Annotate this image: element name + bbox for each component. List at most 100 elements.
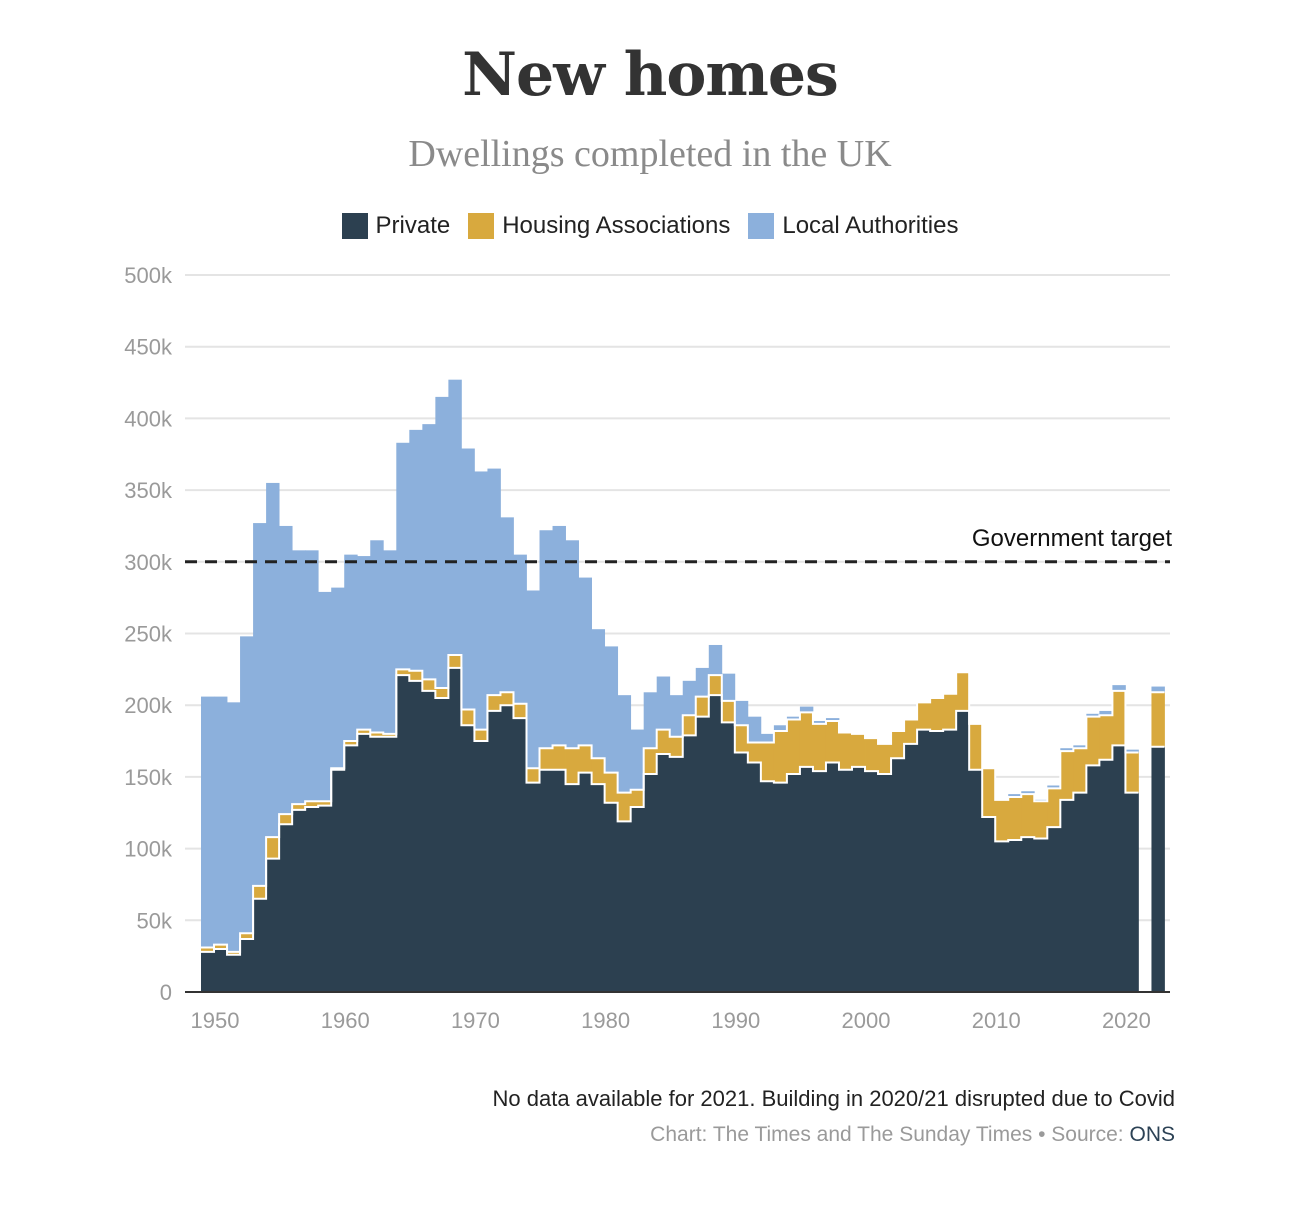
bar-segment-private [669, 756, 684, 992]
bar-segment-private [812, 771, 827, 992]
bar-segment-local-authorities [695, 667, 710, 697]
y-tick-label: 350k [124, 478, 173, 503]
x-tick-label: 1970 [451, 1008, 500, 1033]
bar-segment-private [1034, 838, 1048, 992]
bar-segment-private [643, 774, 658, 992]
y-tick-label: 100k [124, 837, 173, 862]
bar-segment-local-authorities [1099, 710, 1113, 716]
bar-segment-local-authorities [448, 379, 462, 656]
bar-segment-housing-associations [396, 669, 410, 676]
legend-label-housing-associations: Housing Associations [502, 212, 731, 239]
bar-segment-local-authorities [604, 646, 619, 773]
chart-credit: Chart: The Times and The Sunday Times • … [650, 1123, 1175, 1147]
bar-segment-local-authorities [656, 676, 671, 730]
bar-segment-housing-associations [656, 729, 671, 754]
bar-segment-private [865, 771, 879, 992]
bar-segment-housing-associations [891, 731, 905, 759]
legend-swatch-local-authorities [748, 213, 775, 239]
bar-segment-private [878, 774, 892, 992]
bar-segment-local-authorities [279, 525, 293, 815]
y-tick-label: 300k [124, 550, 173, 575]
bar-segment-local-authorities [630, 729, 645, 790]
bar-segment-private [734, 752, 749, 992]
bar-segment-housing-associations [370, 732, 384, 737]
bar-segment-private [825, 762, 840, 992]
bar-segment-private [773, 782, 788, 992]
bar-segment-private [995, 841, 1009, 992]
bar-segment-housing-associations [643, 748, 658, 775]
legend-item-local-authorities: Local Authorities [748, 212, 958, 240]
bar-segment-local-authorities [799, 706, 814, 713]
bar-segment-housing-associations [995, 799, 1009, 842]
bar-segment-private [943, 729, 957, 992]
bar-segment-housing-associations [201, 947, 215, 952]
bar-segment-housing-associations [760, 742, 775, 782]
source-link[interactable]: ONS [1129, 1123, 1175, 1146]
bar-segment-housing-associations [1060, 751, 1074, 800]
bar-segment-local-authorities [1021, 791, 1035, 795]
bar-segment-private [253, 898, 267, 992]
bar-segment-local-authorities [552, 525, 566, 746]
bar-segment-local-authorities [1008, 794, 1022, 797]
bar-segment-local-authorities [669, 695, 684, 737]
y-tick-label: 500k [124, 263, 173, 288]
bar-segment-local-authorities [357, 556, 371, 730]
x-tick-label: 1990 [711, 1008, 760, 1033]
bar-segment-private [461, 725, 475, 992]
bar-segment-private [617, 821, 632, 992]
bar-segment-housing-associations [1073, 748, 1087, 793]
bar-segment-local-authorities [370, 540, 384, 733]
bar-segment-housing-associations [838, 732, 853, 770]
bar-segment-private [227, 954, 241, 992]
bar-segment-private [396, 675, 410, 992]
bar-segment-housing-associations [734, 725, 749, 753]
bar-segment-housing-associations [682, 715, 697, 736]
bar-segment-housing-associations [1008, 796, 1022, 840]
legend-item-private: Private [341, 212, 451, 240]
bar-segment-private [721, 722, 736, 992]
bar-segment-housing-associations [500, 692, 514, 706]
bar-segment-local-authorities [227, 702, 241, 952]
chart-legend: Private Housing Associations Local Autho… [0, 212, 1300, 240]
bar-segment-private [448, 667, 462, 992]
bar-segment-local-authorities [721, 673, 736, 701]
bar-segment-local-authorities [825, 718, 840, 721]
bar-segment-housing-associations [695, 696, 710, 717]
bar-segment-private [565, 784, 579, 992]
bar-segment-housing-associations [825, 720, 840, 763]
legend-swatch-private [341, 213, 368, 239]
bar-segment-housing-associations [578, 745, 592, 773]
bar-segment-local-authorities [812, 720, 827, 724]
bar-segment-housing-associations [721, 700, 736, 723]
bar-segment-private [969, 769, 983, 992]
bar-segment-housing-associations [669, 736, 684, 757]
bar-segment-private [240, 938, 254, 992]
x-tick-label: 1980 [581, 1008, 630, 1033]
bar-segment-housing-associations [786, 719, 801, 775]
bar-segment-housing-associations [474, 729, 488, 742]
x-tick-label: 1950 [191, 1008, 240, 1033]
bar-segment-local-authorities [526, 590, 540, 769]
bar-segment-local-authorities [266, 482, 280, 838]
chart-title: New homes [462, 40, 839, 110]
y-tick-label: 400k [124, 406, 173, 431]
bar-segment-housing-associations [409, 670, 423, 681]
bar-segment-local-authorities [617, 695, 632, 793]
bar-segment-housing-associations [266, 837, 280, 859]
legend-swatch-housing-associations [468, 213, 495, 239]
bar-segment-private [435, 698, 449, 992]
x-tick-label: 2000 [842, 1008, 891, 1033]
bar-segment-housing-associations [1125, 752, 1139, 793]
y-tick-label: 50k [137, 908, 173, 933]
bar-segment-housing-associations [1034, 801, 1048, 839]
bar-segment-housing-associations [773, 731, 788, 783]
legend-label-private: Private [375, 212, 451, 239]
bar-segment-housing-associations [969, 723, 983, 770]
bar-segment-housing-associations [253, 885, 267, 899]
bar-segment-private [760, 781, 775, 992]
bar-segment-private [891, 758, 905, 992]
bar-segment-private [956, 710, 970, 992]
bar-segment-local-authorities [383, 550, 397, 734]
bar-segment-private [318, 805, 332, 992]
bar-segment-housing-associations [279, 814, 293, 825]
